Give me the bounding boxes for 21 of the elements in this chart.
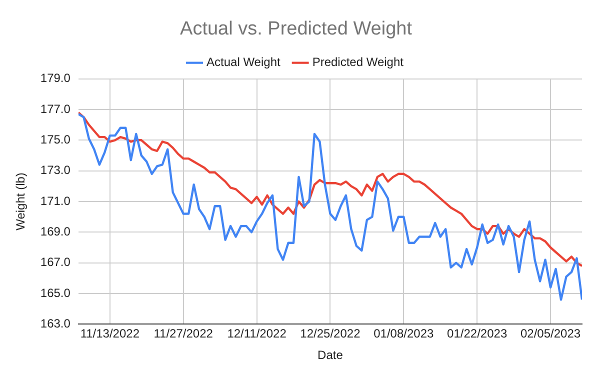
legend-label: Actual Weight (206, 55, 281, 70)
y-axis-title: Weight (lb) (14, 172, 28, 230)
y-tick-label: 177.0 (40, 102, 71, 116)
y-tick-label: 171.0 (40, 194, 71, 208)
y-tick-label: 173.0 (40, 163, 71, 178)
chart-title: Actual vs. Predicted Weight (180, 18, 413, 40)
legend-label: Predicted Weight (312, 55, 404, 70)
y-tick-label: 169.0 (40, 224, 71, 238)
x-axis-title: Date (318, 348, 344, 362)
x-tick-label: 11/27/2022 (154, 326, 214, 341)
y-tick-label: 167.0 (40, 255, 71, 270)
x-tick-label: 01/08/2023 (374, 326, 434, 341)
x-tick-label: 01/22/2023 (447, 326, 508, 341)
x-tick-label: 12/11/2022 (227, 326, 287, 341)
y-tick-label: 179.0 (40, 71, 71, 86)
x-tick-label: 11/13/2022 (80, 326, 140, 341)
y-tick-label: 165.0 (40, 286, 71, 300)
y-tick-label: 163.0 (40, 316, 71, 331)
x-tick-label: 12/25/2022 (300, 326, 361, 341)
x-tick-label: 02/05/2023 (520, 326, 581, 341)
y-tick-label: 175.0 (40, 132, 71, 146)
